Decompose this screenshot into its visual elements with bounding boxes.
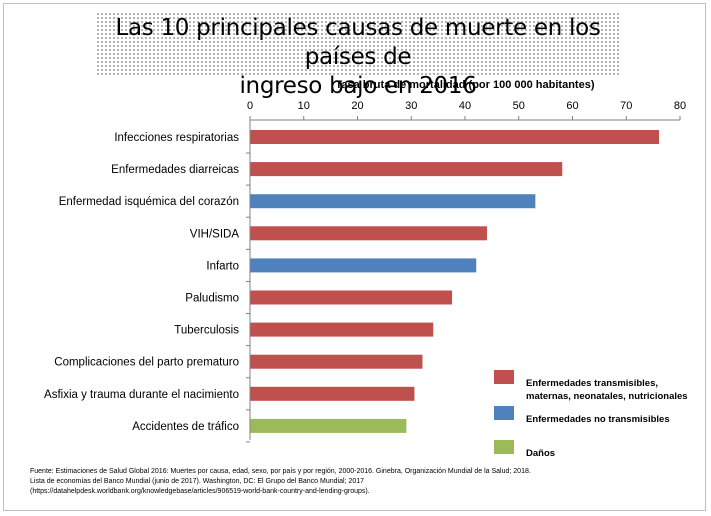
legend-label-line: Enfermedades transmisibles, <box>526 378 658 389</box>
chart-title: Las 10 principales causas de muerte en l… <box>96 14 620 101</box>
legend-label: Enfermedades no transmisibles <box>526 413 670 426</box>
x-tick-label: 30 <box>405 100 417 112</box>
source-line-3: (https://datahelpdesk.worldbank.org/know… <box>30 488 370 495</box>
bar <box>250 226 487 241</box>
category-label: Enfermedades diarreicas <box>111 164 239 176</box>
x-axis-title: Tasa bruta de mortalidad (por 100 000 ha… <box>335 79 595 91</box>
chart-title-line-1: Las 10 principales causas de muerte en l… <box>115 15 601 70</box>
category-label: Paludismo <box>185 293 239 305</box>
legend-swatch <box>494 406 514 420</box>
bar <box>250 418 407 433</box>
chart-frame <box>3 3 706 511</box>
bar <box>250 290 453 305</box>
category-label: Tuberculosis <box>174 325 239 337</box>
title-background <box>96 12 620 76</box>
category-label: Infecciones respiratorias <box>114 132 239 144</box>
source-line-1: Fuente: Estimaciones de Salud Global 201… <box>30 468 531 475</box>
category-label: Complicaciones del parto prematuro <box>54 357 239 369</box>
bar <box>250 130 659 144</box>
legend-label-line: maternas, neonatales, nutricionales <box>526 391 688 402</box>
x-tick-label: 0 <box>247 100 253 112</box>
bar <box>250 386 415 401</box>
x-tick-label: 70 <box>620 100 632 112</box>
category-label: VIH/SIDA <box>190 228 240 240</box>
category-label: Infarto <box>206 260 239 272</box>
legend-swatch <box>494 370 514 384</box>
x-tick-label: 80 <box>674 100 686 112</box>
bar <box>250 258 477 273</box>
category-label: Accidentes de tráfico <box>132 421 239 433</box>
legend-label-line: Enfermedades no transmisibles <box>526 414 670 425</box>
x-tick-label: 20 <box>351 100 363 112</box>
source-line-2: Lista de economías del Banco Mundial (ju… <box>30 478 364 485</box>
bar <box>250 162 563 177</box>
category-label: Enfermedad isquémica del corazón <box>59 196 239 208</box>
x-tick-label: 50 <box>513 100 525 112</box>
bar <box>250 322 434 337</box>
bar <box>250 194 536 209</box>
bar <box>250 354 423 369</box>
x-tick-label: 60 <box>566 100 578 112</box>
source-note: Fuente: Estimaciones de Salud Global 201… <box>30 467 700 497</box>
category-label: Asfixia y trauma durante el nacimiento <box>44 389 239 401</box>
x-tick-label: 10 <box>298 100 310 112</box>
legend-swatch <box>494 440 514 454</box>
legend-label-line: Daños <box>526 448 556 459</box>
legend-label: Enfermedades transmisibles, maternas, neo… <box>526 377 688 403</box>
legend-label: Daños <box>526 447 555 460</box>
x-tick-label: 40 <box>459 100 471 112</box>
chart-title-line-2: ingreso bajo en 2016 <box>239 73 477 99</box>
